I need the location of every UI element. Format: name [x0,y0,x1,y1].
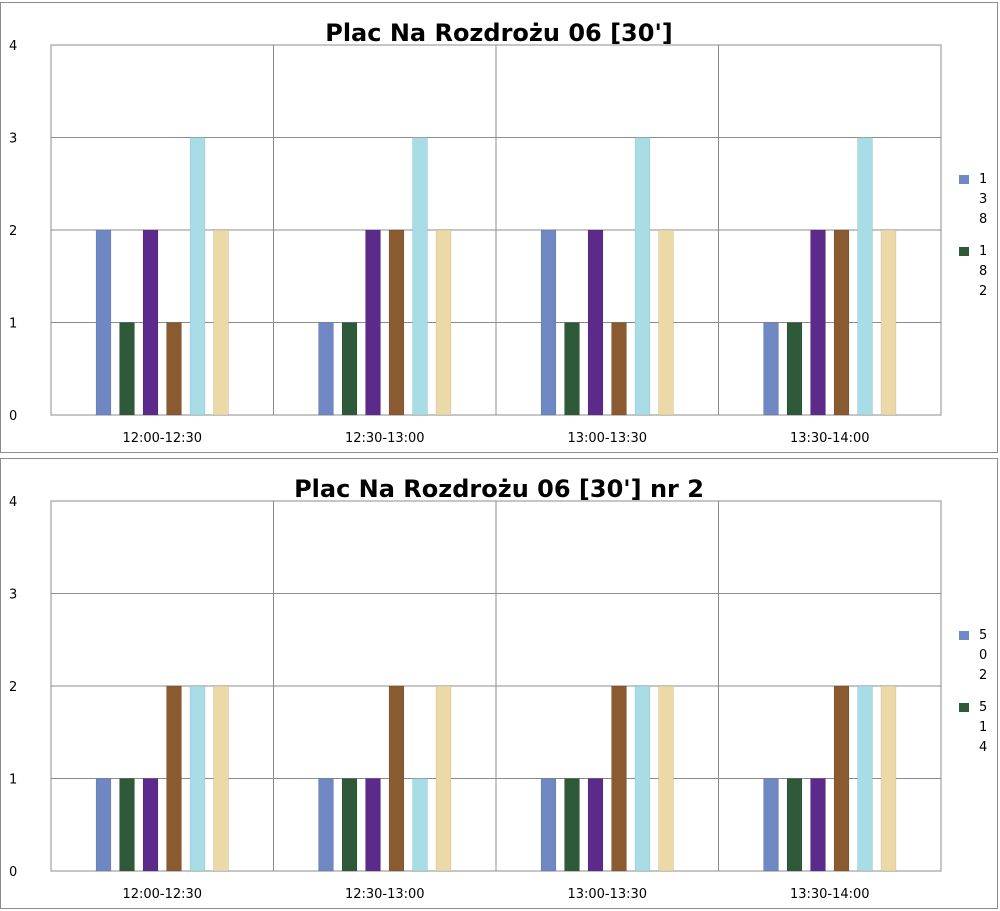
chart1-y-tick-label: 0 [9,409,17,424]
chart1-y-tick-label: 1 [9,317,17,332]
chart1-category-label: 13:00-13:30 [567,431,647,446]
chart2-category-label: 13:00-13:30 [567,887,647,902]
chart2-bar [341,778,358,872]
chart1-title: Plac Na Rozdrożu 06 [30'] [325,19,673,47]
chart1-bar [435,229,452,416]
chart1-bar [365,229,381,416]
chart2-bar [786,778,803,872]
chart2-bar [119,778,135,872]
chart2-bar [833,685,850,872]
chart1-bar [833,229,850,416]
chart1-bar [318,322,334,416]
chart2-legend-swatch [959,631,969,640]
chart2-bar [810,778,826,872]
chart1-y-tick-label: 2 [9,224,17,239]
chart2-bar [611,685,627,872]
chart1-bar [611,322,627,416]
chart2-bar [880,685,897,872]
chart2-y-tick-label: 0 [9,865,17,880]
chart2-bar [189,685,206,872]
chart2-bar [388,685,405,872]
chart-svg-2: 0 1 2 3 4 12:00-12:30 12:30-13:00 13:00-13:30 13… [9,475,987,902]
chart2-bar [435,685,452,872]
chart1-bar [810,229,826,416]
chart2-bar [857,685,873,872]
chart1-y-tick-label: 4 [9,39,17,54]
chart2-y-tick-label: 2 [9,680,17,695]
chart1-bar [142,229,159,416]
chart2-y-tick-label: 4 [9,495,17,510]
chart2-bar [166,685,182,872]
chart1-legend-swatch [959,247,969,256]
chart2-bar [318,778,334,872]
chart1-bar [786,322,803,416]
chart1-bar [540,229,557,416]
chart2-legend-swatch [959,703,969,712]
chart1-bar [564,322,580,416]
chart2-bar [763,778,779,872]
chart1-bar [341,322,358,416]
chart1-bar [658,229,674,416]
chart2-bar [587,778,604,872]
chart1-bar [880,229,897,416]
chart1-legend-swatch [959,175,969,184]
chart2-bar [658,685,674,872]
chart-panel-2: 0 1 2 3 4 12:00-12:30 12:30-13:00 13:00-13:30 13… [0,458,998,909]
chart2-bar [365,778,381,872]
chart-panel-1: 0 1 2 3 4 12:00-12:30 12:30-13:00 13:00-13:30 13… [0,2,998,453]
chart2-category-label: 12:30-13:00 [345,887,425,902]
chart1-bar [119,322,135,416]
chart2-y-tick-label: 1 [9,773,17,788]
chart1-bar [412,137,428,416]
chart1-bar [634,137,651,416]
chart2-category-label: 12:00-12:30 [122,887,202,902]
chart2-bar [95,778,112,872]
chart2-title: Plac Na Rozdrożu 06 [30'] nr 2 [294,475,704,503]
chart1-category-label: 12:30-13:00 [345,431,425,446]
chart2-bar [142,778,159,872]
chart2-bar [634,685,651,872]
chart1-bar [857,137,873,416]
chart1-category-label: 13:30-14:00 [790,431,870,446]
chart1-y-tick-label: 3 [9,132,17,147]
chart1-bar [763,322,779,416]
chart1-bar [166,322,182,416]
chart1-bar [213,229,229,416]
chart1-bar [189,137,206,416]
chart1-category-label: 12:00-12:30 [122,431,202,446]
chart2-bar [540,778,557,872]
chart2-bar [213,685,229,872]
chart2-bar [564,778,580,872]
chart2-bar [412,778,428,872]
chart-svg-1: 0 1 2 3 4 12:00-12:30 12:30-13:00 13:00-13:30 13… [9,19,987,446]
chart1-bar [587,229,604,416]
chart2-category-label: 13:30-14:00 [790,887,870,902]
chart2-y-tick-label: 3 [9,588,17,603]
chart1-bar [388,229,405,416]
chart1-bar [95,229,112,416]
